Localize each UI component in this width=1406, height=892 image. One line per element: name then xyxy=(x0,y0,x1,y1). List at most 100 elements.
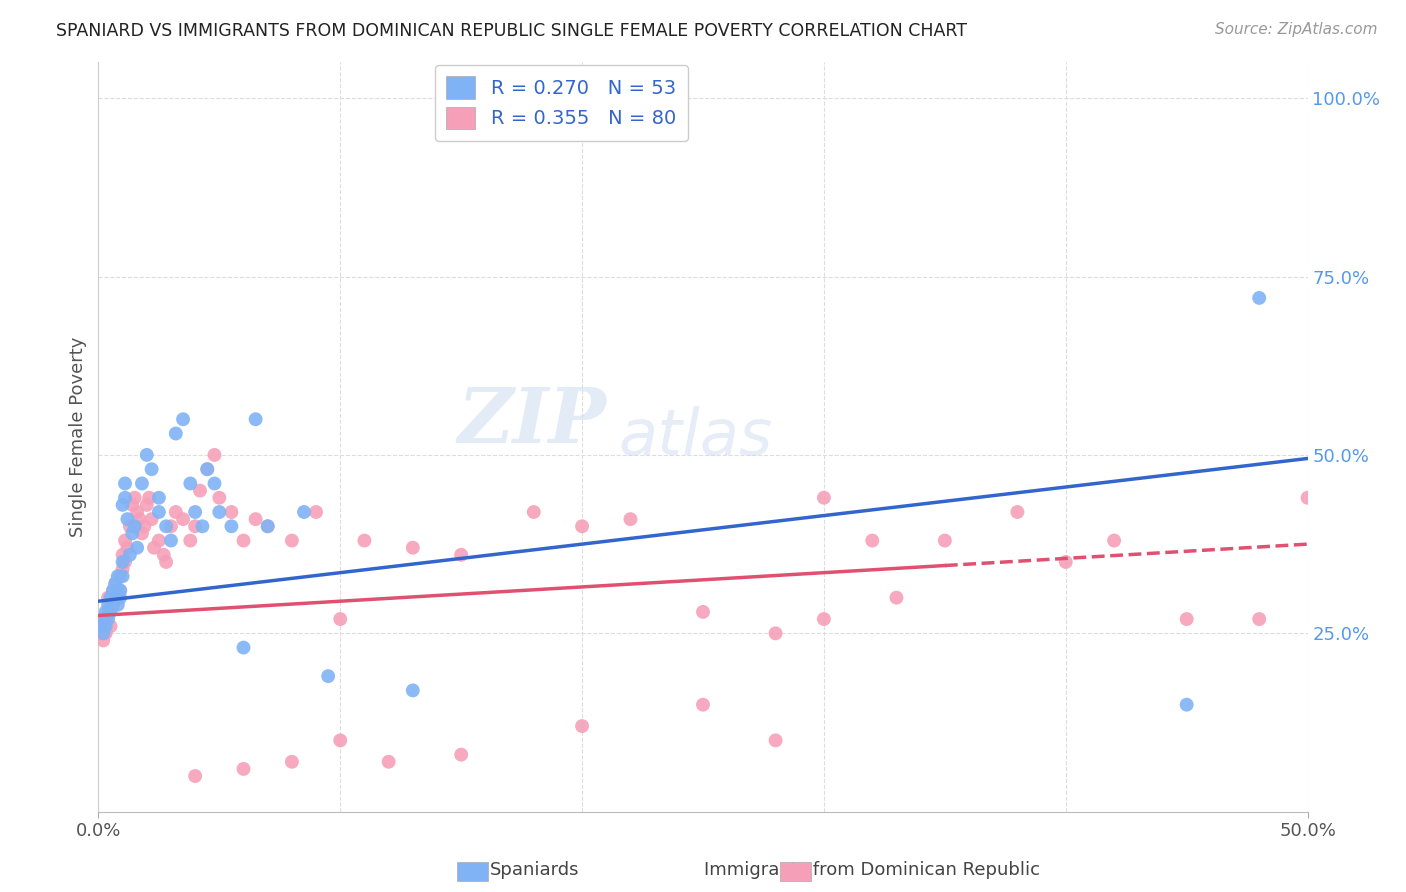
Point xyxy=(450,548,472,562)
Point xyxy=(97,612,120,626)
Point xyxy=(128,512,150,526)
Point xyxy=(111,569,134,583)
Y-axis label: Single Female Poverty: Single Female Poverty xyxy=(69,337,87,537)
Point xyxy=(107,591,129,605)
Point xyxy=(281,533,304,548)
Point xyxy=(108,583,131,598)
Point xyxy=(100,598,122,612)
Text: Spaniards: Spaniards xyxy=(489,861,579,879)
Point xyxy=(100,619,122,633)
Point xyxy=(127,505,149,519)
Point xyxy=(107,569,129,583)
Point xyxy=(141,462,163,476)
Point xyxy=(135,448,157,462)
Point xyxy=(256,519,278,533)
Point xyxy=(353,533,375,548)
Point xyxy=(104,591,127,605)
Point xyxy=(148,533,170,548)
Point xyxy=(114,533,136,548)
Point xyxy=(232,762,254,776)
Point xyxy=(184,769,207,783)
Point xyxy=(305,505,328,519)
Point xyxy=(523,505,546,519)
Point xyxy=(91,619,114,633)
Point xyxy=(692,605,714,619)
Point xyxy=(934,533,956,548)
Point xyxy=(221,505,243,519)
Point xyxy=(571,519,593,533)
Point xyxy=(1175,698,1198,712)
Point xyxy=(117,541,139,555)
Point xyxy=(107,598,129,612)
Point xyxy=(1007,505,1029,519)
Point xyxy=(245,412,267,426)
Point xyxy=(184,505,207,519)
Point xyxy=(195,462,218,476)
Point xyxy=(97,591,120,605)
Point xyxy=(94,612,117,626)
Point xyxy=(329,733,352,747)
Text: atlas: atlas xyxy=(619,406,773,468)
Point xyxy=(108,583,131,598)
Point xyxy=(121,498,143,512)
Point xyxy=(101,598,124,612)
Point xyxy=(124,491,146,505)
Point xyxy=(172,512,194,526)
Point xyxy=(256,519,278,533)
Point xyxy=(114,491,136,505)
Point xyxy=(886,591,908,605)
Point xyxy=(765,733,787,747)
Point xyxy=(117,512,139,526)
Point xyxy=(204,476,226,491)
Point xyxy=(160,519,183,533)
Point xyxy=(97,605,120,619)
Point xyxy=(104,576,127,591)
Point xyxy=(1249,291,1271,305)
Point xyxy=(155,555,177,569)
Point xyxy=(232,640,254,655)
Point xyxy=(221,519,243,533)
Point xyxy=(124,519,146,533)
Point xyxy=(91,626,114,640)
Point xyxy=(97,598,120,612)
Point xyxy=(179,476,201,491)
Point xyxy=(232,533,254,548)
Point xyxy=(329,612,352,626)
Point xyxy=(108,591,131,605)
Point xyxy=(135,498,157,512)
Point xyxy=(152,548,174,562)
Point xyxy=(619,512,641,526)
Point xyxy=(191,519,214,533)
Point xyxy=(141,512,163,526)
Point xyxy=(208,491,231,505)
Point xyxy=(107,583,129,598)
Point xyxy=(114,476,136,491)
Point xyxy=(148,505,170,519)
Point xyxy=(204,448,226,462)
Point xyxy=(860,533,883,548)
Point xyxy=(127,541,149,555)
Point xyxy=(131,476,153,491)
Point xyxy=(114,555,136,569)
Text: Source: ZipAtlas.com: Source: ZipAtlas.com xyxy=(1215,22,1378,37)
Point xyxy=(143,541,166,555)
Point xyxy=(104,591,127,605)
Legend: R = 0.270   N = 53, R = 0.355   N = 80: R = 0.270 N = 53, R = 0.355 N = 80 xyxy=(434,64,688,141)
Point xyxy=(377,755,399,769)
Point xyxy=(118,548,141,562)
Point xyxy=(94,626,117,640)
Text: ZIP: ZIP xyxy=(457,385,606,459)
Point xyxy=(195,462,218,476)
Point xyxy=(94,619,117,633)
Point xyxy=(101,583,124,598)
Point xyxy=(692,698,714,712)
Point xyxy=(402,683,425,698)
Point xyxy=(245,512,267,526)
Point xyxy=(91,633,114,648)
Point xyxy=(91,612,114,626)
Point xyxy=(160,533,183,548)
Point xyxy=(90,619,112,633)
Point xyxy=(111,562,134,576)
Text: SPANIARD VS IMMIGRANTS FROM DOMINICAN REPUBLIC SINGLE FEMALE POVERTY CORRELATION: SPANIARD VS IMMIGRANTS FROM DOMINICAN RE… xyxy=(56,22,967,40)
Point xyxy=(292,505,315,519)
